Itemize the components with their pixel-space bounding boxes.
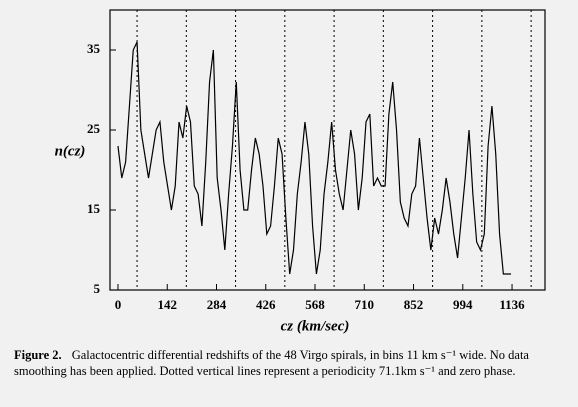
data-line (117, 41, 511, 275)
y-tick-label: 15 (87, 201, 101, 216)
plot-frame (109, 9, 546, 291)
x-tick-label: 284 (207, 297, 227, 312)
caption-text: Galactocentric differential redshifts of… (14, 348, 529, 378)
y-tick-label: 5 (94, 281, 101, 296)
y-tick-label: 25 (87, 121, 101, 136)
x-tick-label: 994 (453, 297, 473, 312)
x-tick-label: 142 (157, 297, 177, 312)
y-tick-label: 35 (87, 41, 101, 56)
x-tick-label: 710 (355, 297, 375, 312)
y-axis-label: n(cz) (55, 143, 86, 159)
x-tick-label: 0 (115, 297, 122, 312)
x-axis-label: cz (km/sec) (281, 318, 350, 334)
x-tick-label: 852 (404, 297, 424, 312)
caption-label: Figure 2. (14, 348, 62, 362)
x-tick-label: 1136 (499, 297, 525, 312)
chart: n(cz) cz (km/sec) 5 15 25 35 0 142 284 426 568 71… (55, 9, 546, 334)
x-tick-label: 426 (256, 297, 276, 312)
caption: Figure 2. Galactocentric differential red… (14, 347, 570, 379)
x-tick-label: 568 (305, 297, 325, 312)
